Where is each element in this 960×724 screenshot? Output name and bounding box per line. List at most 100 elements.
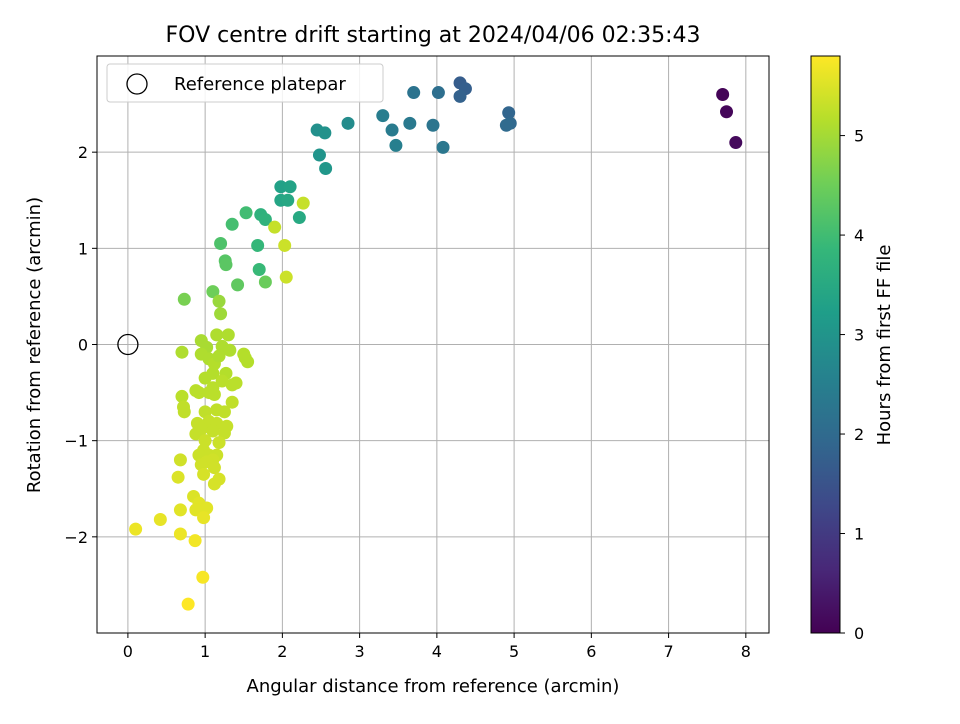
data-point (258, 212, 272, 226)
data-point (212, 436, 226, 450)
data-points (117, 76, 743, 611)
data-point (196, 570, 210, 584)
data-point (389, 138, 403, 152)
data-point (239, 206, 253, 220)
data-point (197, 511, 211, 525)
data-point (319, 162, 333, 176)
data-point (189, 384, 203, 398)
data-point (292, 211, 306, 225)
data-point (312, 148, 326, 162)
data-point (207, 388, 221, 402)
x-tick-label: 6 (586, 642, 596, 661)
colorbar-tick-label: 2 (854, 425, 864, 444)
data-point (268, 220, 282, 234)
data-point (181, 597, 195, 611)
data-point (189, 427, 203, 441)
data-point (252, 262, 266, 276)
y-tick-label: −2 (64, 528, 88, 547)
x-tick-label: 5 (509, 642, 519, 661)
data-point (197, 467, 211, 481)
data-point (502, 106, 516, 120)
data-point (403, 116, 417, 130)
y-axis-ticks: −2 −1 0 1 2 (64, 143, 97, 547)
x-tick-label: 8 (741, 642, 751, 661)
data-point (318, 126, 332, 140)
data-point (279, 270, 293, 284)
y-axis-label: Rotation from reference (arcmin) (24, 197, 45, 493)
colorbar-tick-label: 0 (854, 624, 864, 643)
data-point (215, 374, 229, 388)
colorbar-frame (810, 55, 841, 634)
data-point (229, 376, 243, 390)
data-point (341, 116, 355, 130)
colorbar-gradient (811, 56, 840, 633)
data-point (716, 87, 730, 101)
data-point (225, 217, 239, 231)
x-tick-label: 1 (200, 642, 210, 661)
y-tick-label: 0 (78, 336, 88, 355)
data-point (175, 345, 189, 359)
colorbar-label: Hours from first FF file (874, 245, 895, 446)
x-axis-ticks: 0 1 2 3 4 5 6 7 8 (123, 633, 751, 661)
data-point (231, 278, 245, 292)
chart-title: FOV centre drift starting at 2024/04/06 … (166, 23, 701, 48)
data-point (188, 534, 202, 548)
data-point (436, 140, 450, 154)
legend: Reference platepar (106, 63, 384, 103)
x-axis-label: Angular distance from reference (arcmin) (247, 676, 620, 697)
data-point (217, 426, 231, 440)
data-point (153, 513, 167, 527)
reference-point-marker (117, 333, 139, 356)
data-point (385, 123, 399, 137)
data-point (296, 196, 310, 210)
data-point (198, 434, 212, 448)
data-point (251, 238, 265, 252)
data-point (198, 371, 212, 385)
data-point (376, 109, 390, 123)
data-point (729, 136, 743, 150)
data-point (499, 118, 513, 132)
data-point (206, 285, 220, 299)
data-point (238, 351, 252, 365)
colorbar-tick-label: 1 (854, 525, 864, 544)
data-point (207, 477, 221, 491)
data-point (177, 405, 191, 419)
data-point (206, 424, 220, 438)
legend-entry-label: Reference platepar (174, 74, 346, 95)
data-point (426, 118, 440, 132)
legend-box (106, 63, 384, 103)
data-point (129, 522, 143, 536)
data-point (223, 343, 237, 357)
data-point (431, 86, 445, 100)
data-point (278, 238, 292, 252)
data-point (173, 503, 187, 517)
data-point (225, 395, 239, 409)
y-tick-label: 2 (78, 143, 88, 162)
x-tick-label: 0 (123, 642, 133, 661)
x-tick-label: 2 (277, 642, 287, 661)
colorbar: 0 1 2 3 4 5 Hours from first FF file (810, 55, 895, 643)
x-tick-label: 7 (663, 642, 673, 661)
data-point (214, 307, 228, 321)
data-point (274, 180, 288, 194)
data-point (217, 405, 231, 419)
data-point (281, 193, 295, 207)
data-point (173, 453, 187, 467)
colorbar-tick-label: 4 (854, 226, 864, 245)
colorbar-tick-label: 5 (854, 127, 864, 146)
data-point (720, 105, 734, 119)
data-point (175, 389, 189, 403)
data-point (219, 258, 233, 272)
data-point (207, 461, 221, 475)
data-point (283, 180, 297, 194)
data-point (214, 237, 228, 251)
y-tick-label: 1 (78, 239, 88, 258)
data-point (453, 89, 467, 103)
y-tick-label: −1 (64, 432, 88, 451)
x-tick-label: 3 (355, 642, 365, 661)
data-point (407, 86, 421, 100)
colorbar-ticks: 0 1 2 3 4 5 (840, 127, 864, 643)
data-point (221, 328, 235, 342)
data-point (258, 275, 272, 289)
